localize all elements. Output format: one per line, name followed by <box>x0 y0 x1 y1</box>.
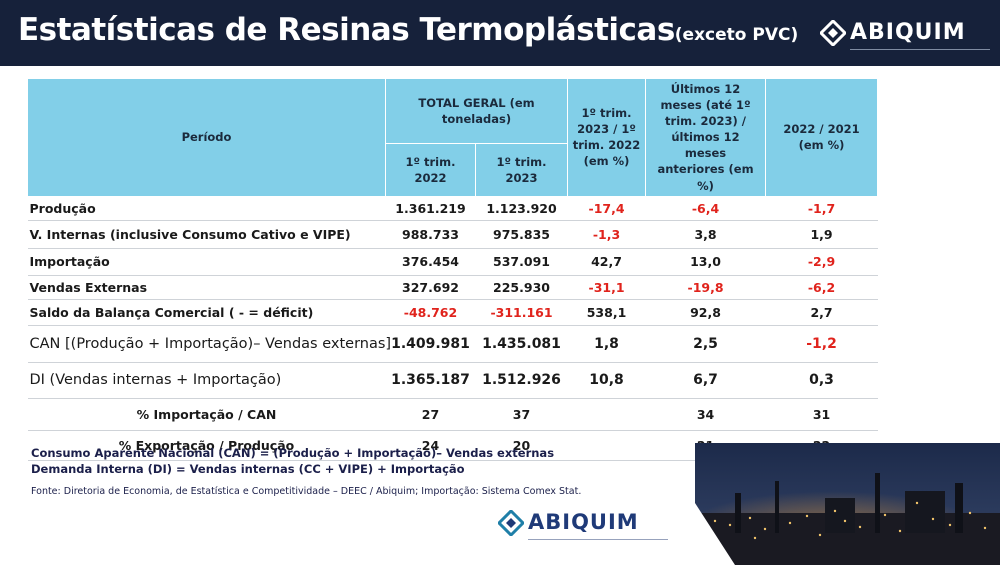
row-label: Vendas Externas <box>27 275 386 300</box>
abiquim-logo-icon <box>820 20 846 46</box>
cell-var-trim: 1,8 <box>567 325 646 363</box>
cell-var-12m: 6,7 <box>645 362 766 399</box>
cell-2022: 988.733 <box>385 220 476 249</box>
total-header: TOTAL GERAL (em toneladas) <box>384 77 569 145</box>
row-label: CAN [(Produção + Importação)– Vendas ext… <box>27 325 391 363</box>
definitions-notes: Consumo Aparente Nacional (CAN) = (Produ… <box>31 445 554 477</box>
table-row: V. Internas (inclusive Consumo Cativo e … <box>27 220 878 249</box>
page-title: Estatísticas de Resinas Termoplásticas(e… <box>18 12 798 48</box>
col-2022-header: 1º trim. 2022 <box>385 143 476 197</box>
cell-2022: 24 <box>385 430 476 461</box>
row-label: % Exportação / Produção <box>27 430 386 461</box>
cell-var-trim <box>567 398 646 431</box>
row-label: % Importação / CAN <box>27 398 386 431</box>
di-definition: Demanda Interna (DI) = Vendas internas (… <box>31 462 465 476</box>
abiquim-logo-header: ABIQUIM <box>820 18 990 58</box>
col-2023-header: 1º trim. 2023 <box>474 143 569 197</box>
title-bar: Estatísticas de Resinas Termoplásticas(e… <box>0 0 1000 66</box>
cell-var-year: -1,2 <box>765 325 878 363</box>
cell-var-year: 31 <box>765 398 878 431</box>
cell-var-12m: -6,4 <box>645 196 766 221</box>
cell-var-trim: 538,1 <box>567 299 646 326</box>
cell-2023: 20 <box>475 430 568 461</box>
row-label: Importação <box>27 248 386 276</box>
cell-2023: 1.435.081 <box>475 325 568 363</box>
cell-var-12m: 92,8 <box>645 299 766 326</box>
cell-2023: 37 <box>475 398 568 431</box>
cell-var-12m: 2,5 <box>645 325 766 363</box>
cell-2023: 537.091 <box>475 248 568 276</box>
cell-var-trim: 42,7 <box>567 248 646 276</box>
cell-var-trim <box>567 430 646 461</box>
cell-2022: 27 <box>385 398 476 431</box>
row-label: Produção <box>27 196 386 221</box>
cell-2022: 327.692 <box>385 275 476 300</box>
cell-var-trim: -17,4 <box>567 196 646 221</box>
logo-wordmark: ABIQUIM <box>528 510 639 534</box>
cell-var-12m: 34 <box>645 398 766 431</box>
cell-2022: 376.454 <box>385 248 476 276</box>
cell-var-year: 0,3 <box>765 362 878 399</box>
source-note: Fonte: Diretoria de Economia, de Estatís… <box>31 486 582 497</box>
logo-wordmark: ABIQUIM <box>850 20 966 45</box>
cell-var-12m: -19,8 <box>645 275 766 300</box>
table-row: Saldo da Balança Comercial ( - = déficit… <box>27 299 878 326</box>
row-label: DI (Vendas internas + Importação) <box>27 362 386 399</box>
abiquim-logo-icon <box>498 510 524 536</box>
table-row: Produção 1.361.219 1.123.920 -17,4 -6,4 … <box>27 196 878 221</box>
table-row: CAN [(Produção + Importação)– Vendas ext… <box>27 325 878 363</box>
cell-var-12m: 13,0 <box>645 248 766 276</box>
cell-var-year: -6,2 <box>765 275 878 300</box>
table-row: Vendas Externas 327.692 225.930 -31,1 -1… <box>27 275 878 300</box>
cell-var-trim: -31,1 <box>567 275 646 300</box>
can-definition: Consumo Aparente Nacional (CAN) = (Produ… <box>31 446 555 460</box>
cell-2023: -311.161 <box>475 299 568 326</box>
cell-var-trim: -1,3 <box>567 220 646 249</box>
cell-2022: 1.409.981 <box>385 325 476 363</box>
cell-2023: 975.835 <box>475 220 568 249</box>
var-12m-header: Últimos 12 meses (até 1º trim. 2023) / ú… <box>645 78 767 197</box>
logo-tagline-line <box>850 49 990 52</box>
cell-var-trim: 10,8 <box>567 362 646 399</box>
title-subtitle: (exceto PVC) <box>674 25 799 45</box>
cell-var-year: -2,9 <box>765 248 878 276</box>
cell-2023: 1.512.926 <box>475 362 568 399</box>
var-year-header: 2022 / 2021 (em %) <box>765 78 879 197</box>
period-header: Período <box>27 78 386 197</box>
cell-2022: -48.762 <box>385 299 476 326</box>
statistics-table: Período TOTAL GERAL (em toneladas) 1º tr… <box>27 77 879 461</box>
table-row: Importação 376.454 537.091 42,7 13,0 -2,… <box>27 248 878 276</box>
cell-var-year: -1,7 <box>765 196 878 221</box>
cell-2022: 1.361.219 <box>385 196 476 221</box>
table-row: DI (Vendas internas + Importação) 1.365.… <box>27 362 878 399</box>
row-label: Saldo da Balança Comercial ( - = déficit… <box>27 299 386 326</box>
cell-2023: 1.123.920 <box>475 196 568 221</box>
cell-2022: 1.365.187 <box>385 362 476 399</box>
var-trim-header: 1º trim. 2023 / 1º trim. 2022 (em %) <box>567 78 647 197</box>
cell-var-year: 1,9 <box>765 220 878 249</box>
table-row: % Importação / CAN 27 37 34 31 <box>27 398 878 431</box>
cell-var-year: 2,7 <box>765 299 878 326</box>
industrial-plant-night-photo <box>695 443 1000 565</box>
title-main: Estatísticas de Resinas Termoplásticas <box>18 12 675 48</box>
cell-var-12m: 3,8 <box>645 220 766 249</box>
cell-2023: 225.930 <box>475 275 568 300</box>
abiquim-logo-footer: ABIQUIM <box>498 508 668 548</box>
row-label: V. Internas (inclusive Consumo Cativo e … <box>27 220 386 249</box>
logo-tagline-line <box>528 539 668 542</box>
